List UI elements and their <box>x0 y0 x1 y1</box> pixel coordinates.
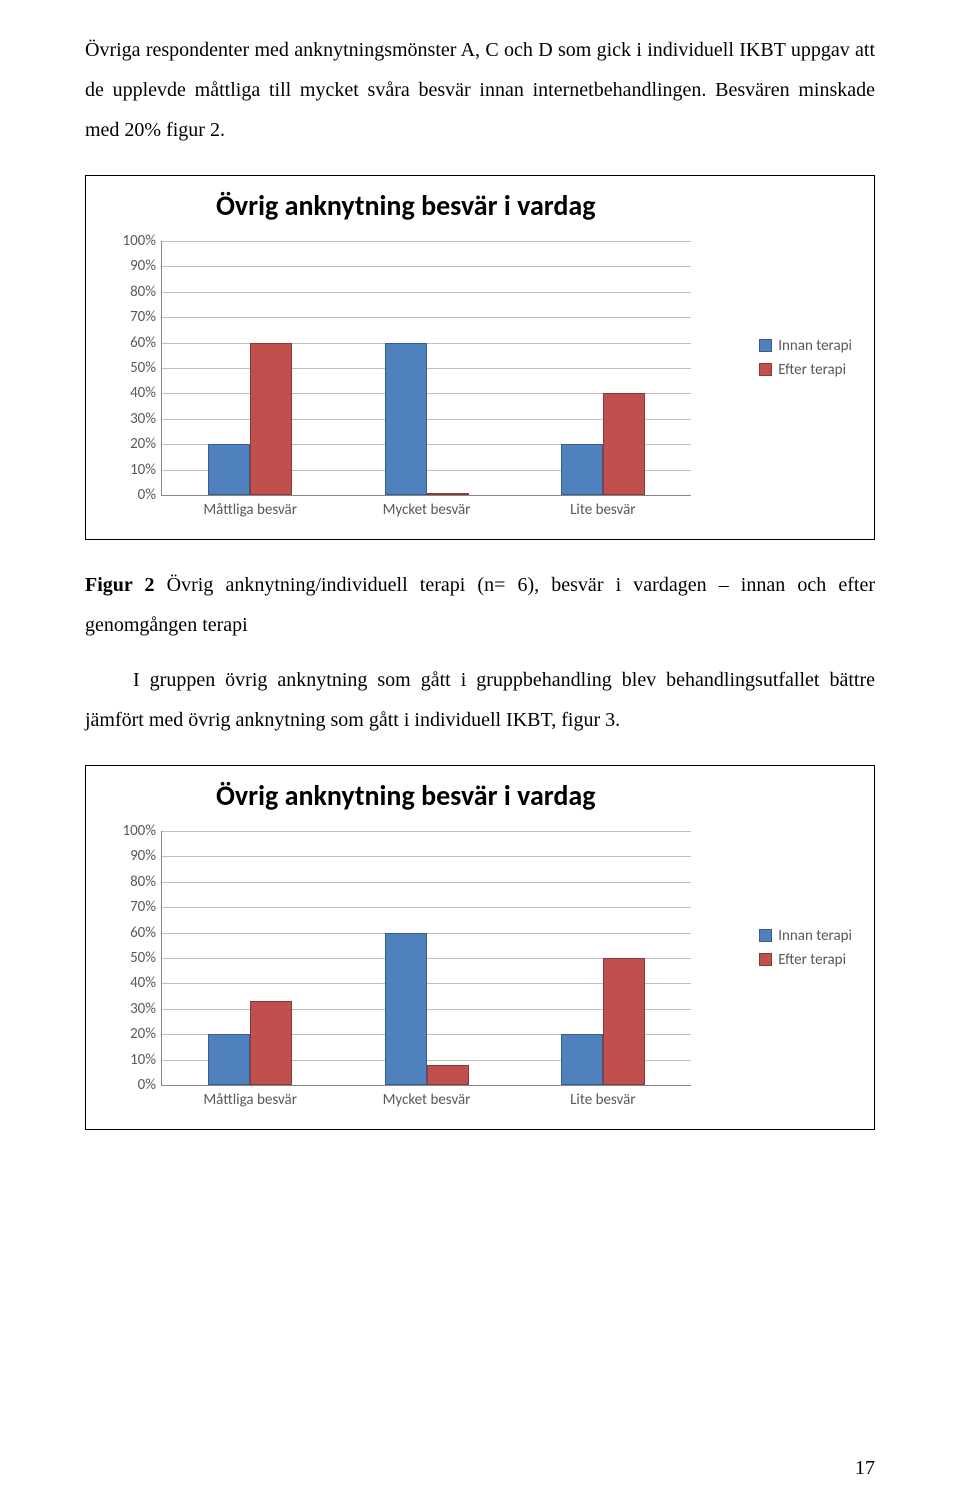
bar-efter <box>427 493 469 495</box>
ytick-label: 80% <box>130 283 156 301</box>
xcat-label: Mycket besvär <box>338 1091 514 1109</box>
ytick-label: 20% <box>130 1025 156 1043</box>
figure-2-caption: Figur 2 Övrig anknytning/individuell ter… <box>85 565 875 645</box>
legend-swatch-innan <box>759 339 772 352</box>
ytick-label: 40% <box>130 384 156 402</box>
chart-2-title: Övrig anknytning besvär i vardag <box>216 778 596 813</box>
para-mid: I gruppen övrig anknytning som gått i gr… <box>85 660 875 740</box>
chart-1-container: Övrig anknytning besvär i vardag 0%10%20… <box>85 175 875 540</box>
ytick-label: 30% <box>130 410 156 428</box>
chart-1-title: Övrig anknytning besvär i vardag <box>216 188 596 223</box>
ytick-label: 10% <box>130 1051 156 1069</box>
xcat-label: Lite besvär <box>515 1091 691 1109</box>
figure-2-label: Figur 2 <box>85 574 155 596</box>
bar-efter <box>603 393 645 495</box>
ytick-label: 60% <box>130 924 156 942</box>
bar-efter <box>427 1065 469 1085</box>
ytick-label: 70% <box>130 898 156 916</box>
ytick-label: 80% <box>130 873 156 891</box>
ytick-label: 10% <box>130 461 156 479</box>
legend-item-efter: Efter terapi <box>759 361 852 379</box>
chart-1-legend: Innan terapi Efter terapi <box>759 331 852 385</box>
ytick-label: 60% <box>130 334 156 352</box>
ytick-label: 0% <box>138 486 156 504</box>
page-number: 17 <box>855 1457 875 1480</box>
chart-2-legend: Innan terapi Efter terapi <box>759 921 852 975</box>
ytick-label: 90% <box>130 847 156 865</box>
legend-item-innan: Innan terapi <box>759 337 852 355</box>
legend-label-efter: Efter terapi <box>778 361 846 379</box>
xcat-label: Mycket besvär <box>338 501 514 519</box>
xcat-label: Måttliga besvär <box>162 1091 338 1109</box>
ytick-label: 70% <box>130 308 156 326</box>
legend-item-efter-2: Efter terapi <box>759 951 852 969</box>
legend-swatch-innan-2 <box>759 929 772 942</box>
chart-2-plot: 0%10%20%30%40%50%60%70%80%90%100%Måttlig… <box>161 831 691 1086</box>
xcat-label: Måttliga besvär <box>162 501 338 519</box>
legend-label-efter-2: Efter terapi <box>778 951 846 969</box>
bar-innan <box>208 444 250 495</box>
legend-label-innan: Innan terapi <box>778 337 852 355</box>
bar-efter <box>250 1001 292 1085</box>
ytick-label: 50% <box>130 949 156 967</box>
xcat-label: Lite besvär <box>515 501 691 519</box>
ytick-label: 50% <box>130 359 156 377</box>
para-intro: Övriga respondenter med anknytningsmönst… <box>85 30 875 150</box>
ytick-label: 40% <box>130 974 156 992</box>
bar-efter <box>603 958 645 1085</box>
bar-innan <box>208 1034 250 1085</box>
ytick-label: 100% <box>122 232 156 250</box>
legend-label-innan-2: Innan terapi <box>778 927 852 945</box>
chart-1-plot: 0%10%20%30%40%50%60%70%80%90%100%Måttlig… <box>161 241 691 496</box>
ytick-label: 30% <box>130 1000 156 1018</box>
ytick-label: 90% <box>130 257 156 275</box>
bar-innan <box>385 933 427 1085</box>
ytick-label: 0% <box>138 1076 156 1094</box>
legend-swatch-efter <box>759 363 772 376</box>
ytick-label: 20% <box>130 435 156 453</box>
bar-efter <box>250 343 292 495</box>
bar-innan <box>385 343 427 495</box>
bar-innan <box>561 444 603 495</box>
legend-swatch-efter-2 <box>759 953 772 966</box>
bar-innan <box>561 1034 603 1085</box>
figure-2-text: Övrig anknytning/individuell terapi (n= … <box>85 574 875 636</box>
ytick-label: 100% <box>122 822 156 840</box>
chart-2-container: Övrig anknytning besvär i vardag 0%10%20… <box>85 765 875 1130</box>
legend-item-innan-2: Innan terapi <box>759 927 852 945</box>
